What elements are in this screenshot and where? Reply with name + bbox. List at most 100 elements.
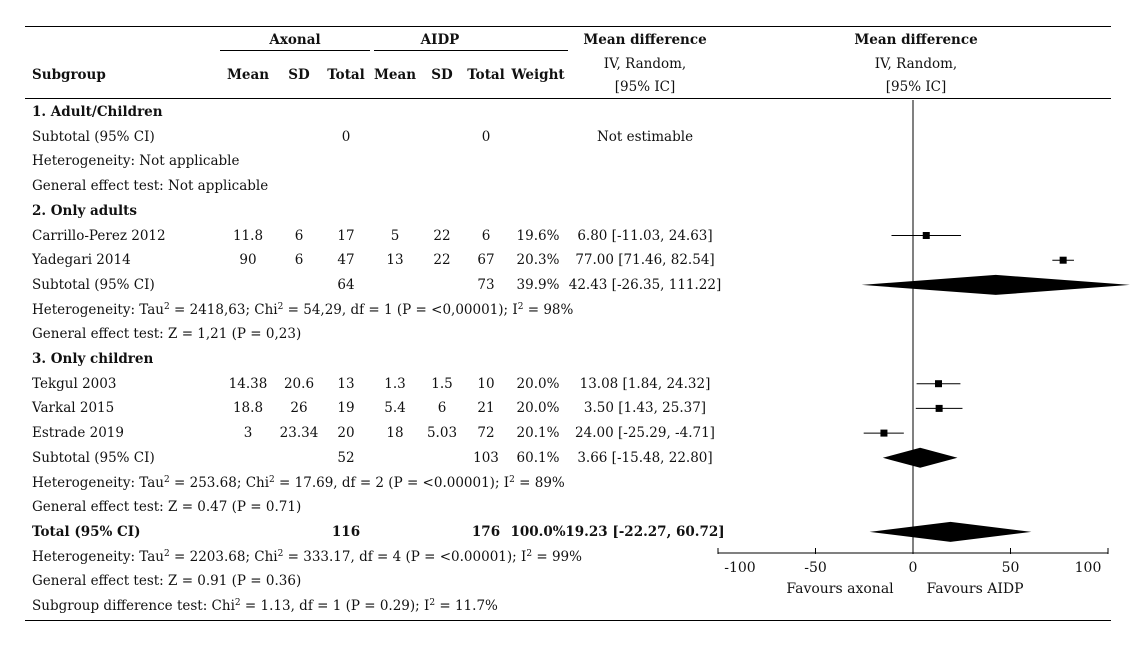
cell-ci: 77.00 [71.46, 82.54] xyxy=(575,252,715,269)
cell-w: 60.1% xyxy=(516,449,560,466)
row-label: Subtotal (95% CI) xyxy=(32,449,155,466)
header-axonal: Axonal xyxy=(269,32,321,48)
cell-m1: 18.8 xyxy=(232,400,264,417)
cell-ci: 19.23 [-22.27, 60.72] xyxy=(565,523,725,540)
cell-s2: 1.5 xyxy=(431,375,453,392)
cell-t1: 116 xyxy=(331,523,361,540)
cell-t2: 67 xyxy=(477,252,495,269)
row-label: Heterogeneity: Not applicable xyxy=(32,153,240,170)
row-label: 3. Only children xyxy=(32,351,154,367)
study-point xyxy=(935,380,943,388)
row-label: Subgroup difference test: Chi2 = 1.13, d… xyxy=(32,598,498,614)
header-md-line3: [95% IC] xyxy=(614,79,676,95)
cell-s2: 22 xyxy=(433,227,451,244)
row-label: 1. Adult/Children xyxy=(32,104,163,120)
row-label: Heterogeneity: Tau2 = 2418,63; Chi2 = 54… xyxy=(32,301,574,318)
cell-m2: 13 xyxy=(386,252,404,269)
cell-t2: 6 xyxy=(481,227,491,244)
cell-w: 20.0% xyxy=(516,375,560,392)
cell-m2: 1.3 xyxy=(384,375,406,392)
row-label: 2. Only adults xyxy=(32,202,138,219)
cell-m2: 5 xyxy=(390,227,400,244)
top-rule xyxy=(25,26,1111,27)
cell-t2: 21 xyxy=(477,400,495,417)
cell-s2: 5.03 xyxy=(426,425,458,442)
cell-t2: 0 xyxy=(481,128,491,145)
header-mean-axonal: Mean xyxy=(226,67,270,83)
cell-m1: 90 xyxy=(239,252,257,269)
row-label: Tekgul 2003 xyxy=(32,375,117,392)
header-plot-line2: IV, Random, xyxy=(874,56,958,72)
study-point xyxy=(1059,256,1067,264)
cell-t2: 103 xyxy=(473,449,499,466)
row-label: Varkal 2015 xyxy=(32,400,115,417)
cell-s1: 26 xyxy=(290,400,308,417)
study-point xyxy=(922,232,930,239)
cell-s2: 6 xyxy=(437,400,447,417)
cell-t2: 73 xyxy=(477,276,495,293)
cell-t1: 64 xyxy=(337,276,355,293)
x-tick-label: 50 xyxy=(1002,560,1020,576)
study-point xyxy=(935,404,943,412)
header-sd-axonal: SD xyxy=(288,67,310,83)
x-tick-label: 0 xyxy=(909,560,918,576)
row-label: General effect test: Z = 1,21 (P = 0,23) xyxy=(32,326,302,343)
axonal-underline xyxy=(220,50,370,51)
cell-w: 20.1% xyxy=(516,425,560,442)
aidp-underline xyxy=(374,50,568,51)
cell-m2: 5.4 xyxy=(384,400,406,417)
favours-right-label: Favours AIDP xyxy=(926,581,1023,597)
summary-diamond xyxy=(869,521,1032,542)
row-label: Carrillo-Perez 2012 xyxy=(32,227,166,244)
cell-w: 20.3% xyxy=(516,252,560,269)
header-weight: Weight xyxy=(511,67,565,83)
header-sd-aidp: SD xyxy=(431,67,453,83)
header-mean-aidp: Mean xyxy=(373,67,417,83)
x-tick-label: -100 xyxy=(724,560,755,576)
cell-t2: 176 xyxy=(471,523,501,540)
row-label: Heterogeneity: Tau2 = 2203.68; Chi2 = 33… xyxy=(32,548,582,565)
cell-s1: 20.6 xyxy=(283,375,315,392)
header-total-aidp: Total xyxy=(467,67,505,83)
header-subgroup: Subgroup xyxy=(32,67,106,83)
study-point xyxy=(880,429,888,437)
cell-ci: 24.00 [-25.29, -4.71] xyxy=(575,425,715,442)
cell-t1: 47 xyxy=(337,252,355,269)
header-total-axonal: Total xyxy=(327,67,365,83)
cell-t2: 72 xyxy=(477,425,495,442)
row-label: Subtotal (95% CI) xyxy=(32,276,155,293)
cell-s1: 23.34 xyxy=(279,425,319,442)
cell-t2: 10 xyxy=(477,375,495,392)
cell-s2: 22 xyxy=(433,252,451,269)
header-plot-line3: [95% IC] xyxy=(885,79,947,95)
cell-m2: 18 xyxy=(386,425,404,442)
cell-w: 100.0% xyxy=(510,523,566,540)
cell-ci: 3.50 [1.43, 25.37] xyxy=(583,400,707,417)
cell-ci: 6.80 [-11.03, 24.63] xyxy=(577,227,713,244)
cell-s1: 6 xyxy=(294,252,304,269)
row-label: Estrade 2019 xyxy=(32,425,124,442)
cell-t1: 19 xyxy=(337,400,355,417)
x-tick-label: -50 xyxy=(804,560,827,576)
row-label: Yadegari 2014 xyxy=(32,252,131,269)
header-md-line2: IV, Random, xyxy=(603,56,687,72)
row-label: General effect test: Z = 0.91 (P = 0.36) xyxy=(32,573,302,590)
cell-m1: 11.8 xyxy=(232,227,264,244)
cell-t1: 17 xyxy=(337,227,355,244)
x-tick-label: 100 xyxy=(1075,560,1102,576)
cell-m1: 14.38 xyxy=(228,375,268,392)
header-md-title: Mean difference xyxy=(583,32,707,48)
cell-m1: 3 xyxy=(243,425,253,442)
cell-w: 39.9% xyxy=(516,276,560,293)
cell-t1: 13 xyxy=(337,375,355,392)
header-aidp: AIDP xyxy=(420,32,460,48)
cell-t1: 0 xyxy=(341,128,351,145)
cell-t1: 20 xyxy=(337,425,355,442)
cell-ci: 42.43 [-26.35, 111.22] xyxy=(568,276,722,293)
row-label: Total (95% CI) xyxy=(32,523,141,540)
cell-ci: Not estimable xyxy=(596,128,694,145)
row-label: General effect test: Z = 0.47 (P = 0.71) xyxy=(32,499,302,516)
bottom-rule xyxy=(25,620,1111,621)
cell-ci: 13.08 [1.84, 24.32] xyxy=(579,375,711,392)
header-bottom-rule xyxy=(25,98,1111,99)
